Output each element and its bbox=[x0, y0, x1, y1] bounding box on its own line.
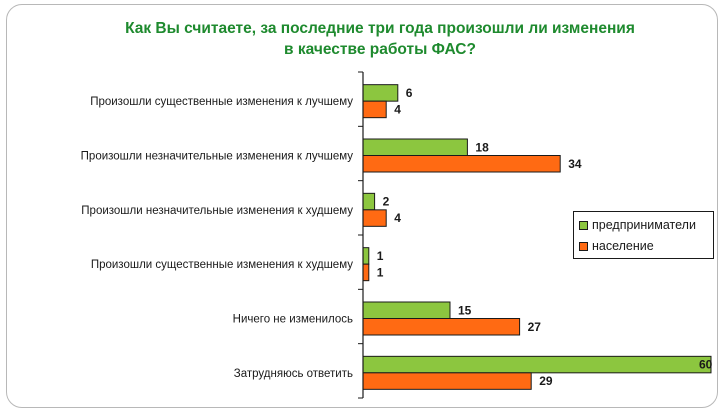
data-label: 1 bbox=[377, 249, 384, 263]
category-label: Произошли существенные изменения к лучше… bbox=[90, 96, 353, 108]
legend-label-population: население bbox=[592, 239, 654, 253]
legend-item-population: население bbox=[579, 238, 654, 254]
bar bbox=[362, 100, 387, 119]
data-label: 27 bbox=[528, 320, 542, 334]
category-label: Произошли незначительные изменения к луч… bbox=[81, 151, 354, 163]
legend-swatch-population bbox=[579, 241, 588, 251]
bar bbox=[362, 192, 376, 211]
data-label: 4 bbox=[394, 102, 401, 116]
data-label: 18 bbox=[475, 140, 489, 154]
data-label: 29 bbox=[539, 374, 553, 388]
legend: предприниматели население bbox=[573, 211, 714, 259]
bar bbox=[362, 372, 532, 390]
bar bbox=[362, 247, 370, 265]
bar bbox=[362, 318, 521, 336]
category-label: Затрудняюсь ответить bbox=[234, 368, 353, 380]
legend-item-entrepreneurs: предприниматели bbox=[579, 217, 696, 233]
chart-frame bbox=[6, 4, 718, 408]
data-label: 34 bbox=[568, 157, 582, 171]
category-label: Ничего не изменилось bbox=[233, 314, 353, 326]
data-label: 60 bbox=[699, 358, 713, 372]
bar bbox=[362, 263, 370, 282]
bar bbox=[362, 138, 468, 156]
bar bbox=[362, 301, 451, 319]
data-label: 6 bbox=[406, 86, 413, 100]
category-label: Произошли существенные изменения к худше… bbox=[91, 259, 353, 271]
chart-title-line-2: в качестве работы ФАС? bbox=[284, 41, 476, 58]
chart-title-line-1: Как Вы считаете, за последние три года п… bbox=[125, 20, 635, 37]
data-label: 1 bbox=[377, 265, 384, 279]
category-label: Произошли незначительные изменения к худ… bbox=[81, 205, 353, 217]
bar bbox=[362, 355, 712, 374]
legend-swatch-entrepreneurs bbox=[579, 220, 588, 230]
chart-title: Как Вы считаете, за последние три года п… bbox=[0, 18, 724, 60]
legend-label-entrepreneurs: предприниматели bbox=[592, 218, 696, 232]
bar bbox=[362, 209, 387, 227]
bar bbox=[362, 84, 399, 102]
data-label: 15 bbox=[458, 303, 472, 317]
data-label: 4 bbox=[394, 211, 401, 225]
bar bbox=[362, 155, 561, 173]
data-label: 2 bbox=[383, 195, 390, 209]
